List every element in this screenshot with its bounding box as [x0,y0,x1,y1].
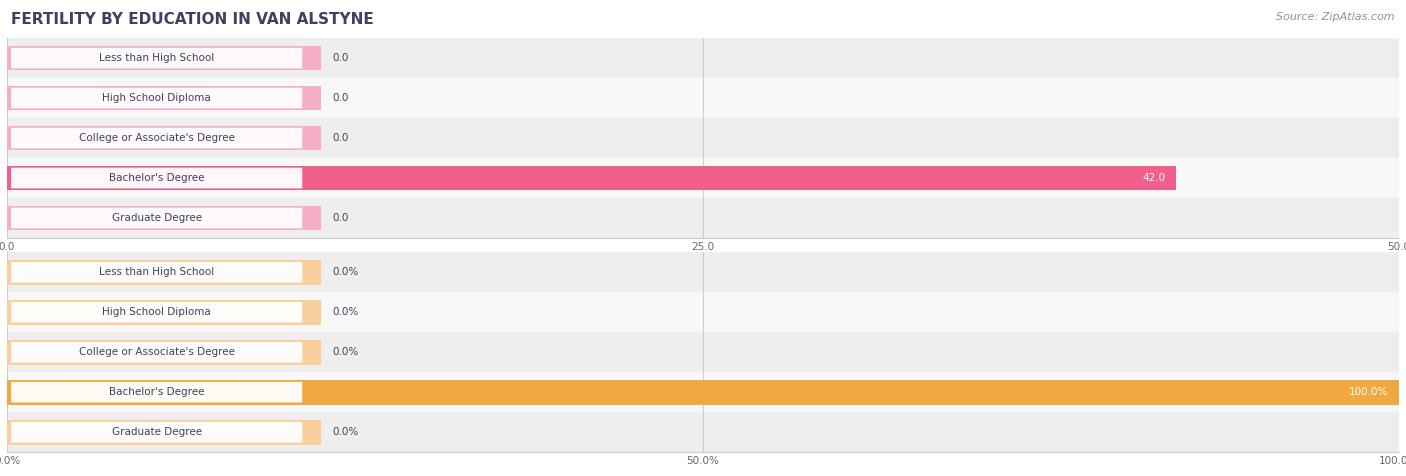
Bar [7,412,1399,452]
Bar [7,372,1399,412]
Bar [7,158,1399,198]
Bar [7,300,321,325]
Text: 0.0%: 0.0% [332,347,359,357]
Bar [7,292,1399,332]
Text: Less than High School: Less than High School [98,53,214,63]
Bar [7,380,1399,405]
Bar [7,166,1177,190]
FancyBboxPatch shape [11,262,302,283]
Text: College or Associate's Degree: College or Associate's Degree [79,133,235,143]
Bar [7,86,321,110]
FancyBboxPatch shape [11,48,302,69]
Text: 42.0: 42.0 [1142,173,1166,183]
Bar [7,252,1399,292]
Bar [7,332,1399,372]
FancyBboxPatch shape [11,88,302,109]
Bar [7,38,1399,78]
Text: Source: ZipAtlas.com: Source: ZipAtlas.com [1277,12,1395,22]
Bar [7,118,1399,158]
Text: Graduate Degree: Graduate Degree [111,213,201,223]
Bar [7,206,321,230]
Bar [7,340,321,365]
Text: 0.0%: 0.0% [332,267,359,278]
Text: Bachelor's Degree: Bachelor's Degree [108,387,204,397]
Text: College or Associate's Degree: College or Associate's Degree [79,347,235,357]
Text: 0.0: 0.0 [332,93,349,103]
Bar [7,260,321,285]
Text: FERTILITY BY EDUCATION IN VAN ALSTYNE: FERTILITY BY EDUCATION IN VAN ALSTYNE [11,12,374,27]
Text: 0.0%: 0.0% [332,427,359,437]
Text: Graduate Degree: Graduate Degree [111,427,201,437]
Text: High School Diploma: High School Diploma [103,307,211,317]
FancyBboxPatch shape [11,382,302,403]
FancyBboxPatch shape [11,168,302,188]
Text: 0.0%: 0.0% [332,307,359,317]
Text: Less than High School: Less than High School [98,267,214,278]
FancyBboxPatch shape [11,342,302,363]
Text: High School Diploma: High School Diploma [103,93,211,103]
Text: 0.0: 0.0 [332,133,349,143]
FancyBboxPatch shape [11,302,302,323]
FancyBboxPatch shape [11,422,302,443]
Text: 0.0: 0.0 [332,53,349,63]
Bar [7,78,1399,118]
Text: Bachelor's Degree: Bachelor's Degree [108,173,204,183]
FancyBboxPatch shape [11,128,302,149]
Bar [7,420,321,445]
Bar [7,126,321,150]
Text: 100.0%: 100.0% [1348,387,1388,397]
FancyBboxPatch shape [11,208,302,228]
Bar [7,46,321,70]
Bar [7,198,1399,238]
Text: 0.0: 0.0 [332,213,349,223]
